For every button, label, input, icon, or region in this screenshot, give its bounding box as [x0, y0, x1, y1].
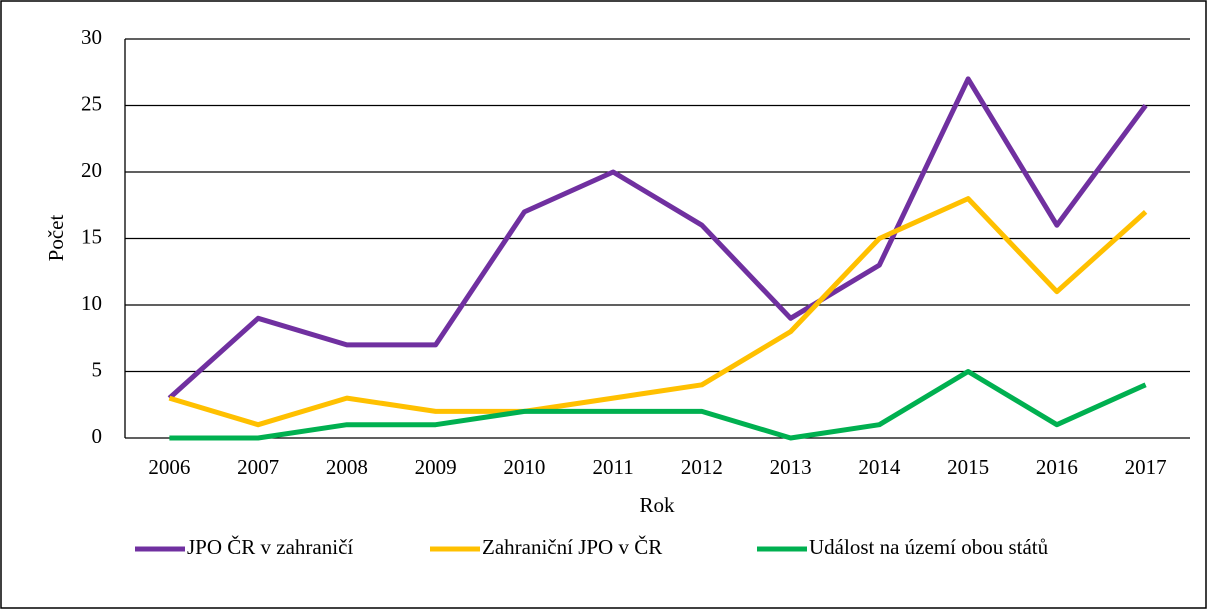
y-axis-label: Počet [44, 215, 68, 262]
series-line [168, 196, 1148, 428]
x-tick-label: 2013 [770, 455, 812, 479]
x-tick-label: 2015 [947, 455, 989, 479]
x-tick-label: 2008 [326, 455, 368, 479]
x-tick-label: 2009 [415, 455, 457, 479]
x-tick-label: 2017 [1125, 455, 1167, 479]
y-tick-label: 0 [92, 424, 103, 448]
series-line [169, 369, 1147, 441]
legend-label: Zahraniční JPO v ČR [482, 535, 662, 559]
x-tick-label: 2011 [593, 455, 634, 479]
y-tick-label: 5 [92, 357, 103, 381]
x-tick-label: 2010 [503, 455, 545, 479]
y-tick-label: 30 [81, 25, 102, 49]
y-tick-label: 20 [81, 158, 102, 182]
x-tick-label: 2006 [148, 455, 190, 479]
legend-label: Událost na území obou států [809, 535, 1049, 559]
x-axis-label: Rok [639, 493, 675, 517]
series-line [167, 76, 1148, 400]
x-tick-label: 2007 [237, 455, 279, 479]
y-tick-label: 10 [81, 291, 102, 315]
x-tick-label: 2012 [681, 455, 723, 479]
x-tick-label: 2016 [1036, 455, 1078, 479]
y-tick-label: 15 [81, 224, 102, 248]
legend-label: JPO ČR v zahraničí [187, 535, 353, 559]
x-tick-label: 2014 [858, 455, 901, 479]
y-tick-label: 25 [81, 91, 102, 115]
